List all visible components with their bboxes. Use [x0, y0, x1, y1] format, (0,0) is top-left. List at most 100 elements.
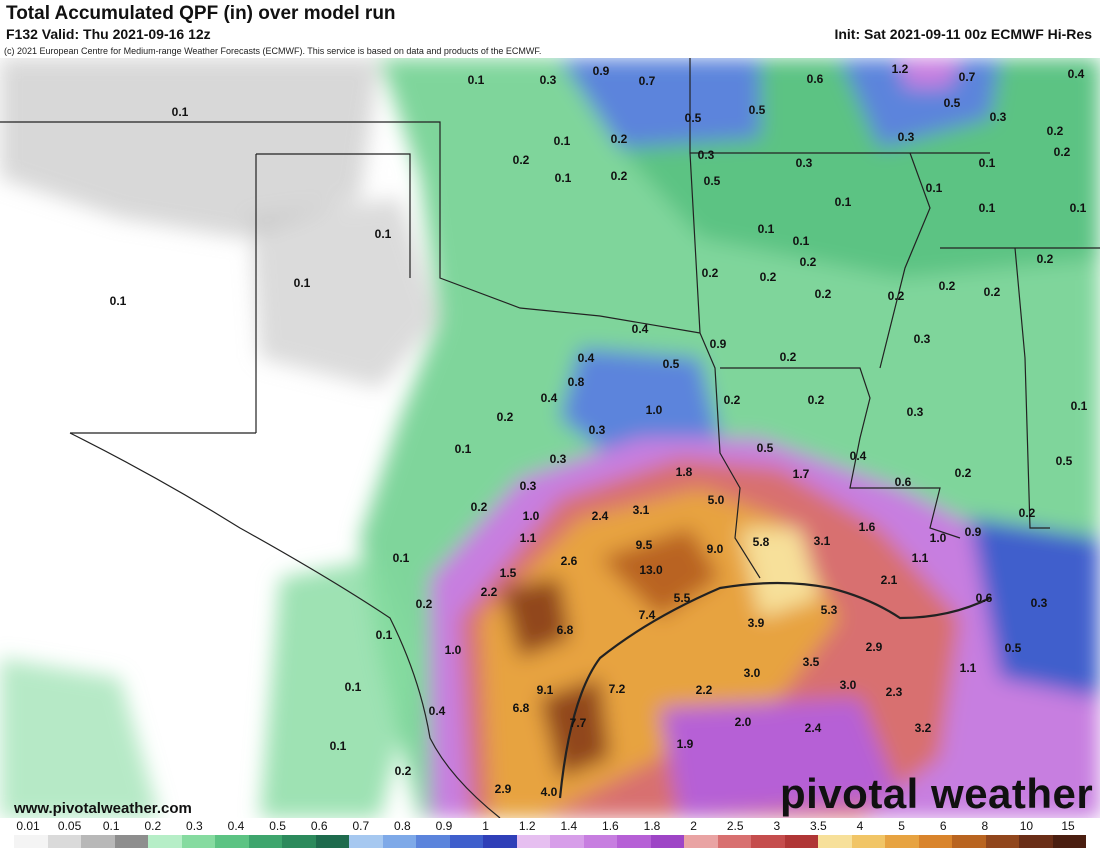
legend-swatch	[985, 835, 1019, 848]
precip-value: 3.0	[743, 666, 761, 680]
precip-value: 9.0	[706, 542, 724, 556]
precip-value: 1.1	[519, 531, 537, 545]
precip-value: 0.3	[519, 479, 537, 493]
precip-value: 0.2	[723, 393, 741, 407]
precip-value: 0.5	[703, 174, 721, 188]
precip-value: 0.2	[496, 410, 514, 424]
precip-value: 0.7	[638, 74, 656, 88]
copyright-notice: (c) 2021 European Centre for Medium-rang…	[4, 46, 542, 56]
legend-tick-label: 3	[773, 819, 781, 833]
precip-value: 4.0	[540, 785, 558, 799]
precip-value: 0.1	[467, 73, 485, 87]
precip-value: 1.0	[444, 643, 462, 657]
header: Total Accumulated QPF (in) over model ru…	[0, 0, 1100, 58]
precip-value: 1.8	[675, 465, 693, 479]
legend-swatch	[784, 835, 818, 848]
legend-swatch	[885, 835, 919, 848]
precip-value: 1.0	[645, 403, 663, 417]
qpf-map: 0.1 0.3 0.9 0.7 0.6 1.2 0.7 0.4 0.1 0.5 …	[0, 58, 1100, 818]
legend-tick-label: 0.3	[186, 819, 203, 833]
precip-value: 0.5	[756, 441, 774, 455]
precip-value: 0.6	[975, 591, 993, 605]
precip-value: 0.1	[553, 134, 571, 148]
legend-swatch	[416, 835, 450, 848]
legend-tick-label: 15	[1061, 819, 1075, 833]
precip-value: 5.0	[707, 493, 725, 507]
precip-value: 0.2	[470, 500, 488, 514]
precip-value: 13.0	[639, 563, 663, 577]
legend-tick-label: 0.6	[310, 819, 328, 833]
precip-value: 0.2	[759, 270, 777, 284]
precip-value: 0.3	[588, 423, 606, 437]
legend-swatch	[1052, 835, 1086, 848]
legend-swatch	[583, 835, 617, 848]
precip-value: 0.1	[978, 201, 996, 215]
precip-value: 0.5	[748, 103, 766, 117]
gulf-coastline	[558, 581, 991, 799]
precip-value: 0.7	[958, 70, 976, 84]
precip-value: 0.2	[1053, 145, 1071, 159]
precip-value: 0.2	[1018, 506, 1036, 520]
legend-ticks: 0.01 0.05 0.1 0.2 0.3 0.4 0.5 0.6 0.7 0.8 0.9 1 1.2 1…	[0, 818, 1100, 834]
precip-value: 0.1	[978, 156, 996, 170]
legend-swatch	[818, 835, 852, 848]
precip-value: 9.5	[635, 538, 653, 552]
legend-swatch	[349, 835, 383, 848]
legend-tick-label: 1.4	[560, 819, 578, 833]
precip-value: 0.2	[1046, 124, 1064, 138]
precip-value: 0.9	[709, 337, 727, 351]
legend-tick-label: 2	[690, 819, 697, 833]
precip-value: 0.1	[344, 680, 362, 694]
precip-value: 1.9	[676, 737, 694, 751]
precip-value: 0.2	[807, 393, 825, 407]
precip-value: 1.1	[911, 551, 929, 565]
precip-value: 2.2	[695, 683, 713, 697]
legend-tick-label: 0.7	[352, 819, 370, 833]
precip-value: 6.8	[512, 701, 530, 715]
legend-tick-label: 0.2	[144, 819, 162, 833]
precip-value: 0.5	[1004, 641, 1022, 655]
precip-value: 0.3	[906, 405, 924, 419]
precip-value: 0.4	[428, 704, 446, 718]
precip-value: 1.6	[858, 520, 876, 534]
precip-value: 0.2	[983, 285, 1001, 299]
precip-value: 0.1	[171, 105, 189, 119]
legend-swatch	[751, 835, 785, 848]
precip-value: 1.2	[891, 62, 909, 76]
precip-value: 0.3	[989, 110, 1007, 124]
precip-value: 2.1	[880, 573, 898, 587]
color-legend: 0.01 0.05 0.1 0.2 0.3 0.4 0.5 0.6 0.7 0.8 0.9 1 1.2 1…	[0, 818, 1100, 850]
precip-value: 0.1	[329, 739, 347, 753]
precip-value: 0.2	[887, 289, 905, 303]
init-time: Init: Sat 2021-09-11 00z ECMWF Hi-Res	[834, 26, 1092, 42]
legend-tick-label: 0.8	[394, 819, 411, 833]
precip-value: 3.2	[914, 721, 932, 735]
precip-value: 0.2	[1036, 252, 1054, 266]
legend-swatch	[650, 835, 684, 848]
legend-tick-label: 1	[482, 819, 489, 833]
legend-tick-label: 10	[1019, 819, 1034, 833]
precip-value: 9.1	[536, 683, 554, 697]
precip-value: 0.2	[779, 350, 797, 364]
precip-value: 0.6	[806, 72, 824, 86]
precip-value: 3.1	[813, 534, 831, 548]
state-borders	[0, 58, 1100, 818]
legend-tick-label: 0.4	[227, 819, 245, 833]
legend-swatch	[14, 835, 48, 848]
legend-swatch	[918, 835, 952, 848]
precip-value: 0.1	[792, 234, 810, 248]
precip-value: 0.8	[567, 375, 585, 389]
precip-value: 1.5	[499, 566, 517, 580]
precip-value: 2.4	[591, 509, 609, 523]
precip-value: 7.7	[569, 716, 587, 730]
legend-swatch	[449, 835, 483, 848]
precip-value: 0.1	[374, 227, 392, 241]
precip-value: 0.2	[814, 287, 832, 301]
precip-value: 0.2	[701, 266, 719, 280]
legend-swatch	[516, 835, 550, 848]
precip-value: 0.3	[1030, 596, 1048, 610]
precip-value: 0.4	[1067, 67, 1085, 81]
precip-value: 0.1	[293, 276, 311, 290]
precip-value: 0.3	[795, 156, 813, 170]
legend-swatch	[114, 835, 148, 848]
